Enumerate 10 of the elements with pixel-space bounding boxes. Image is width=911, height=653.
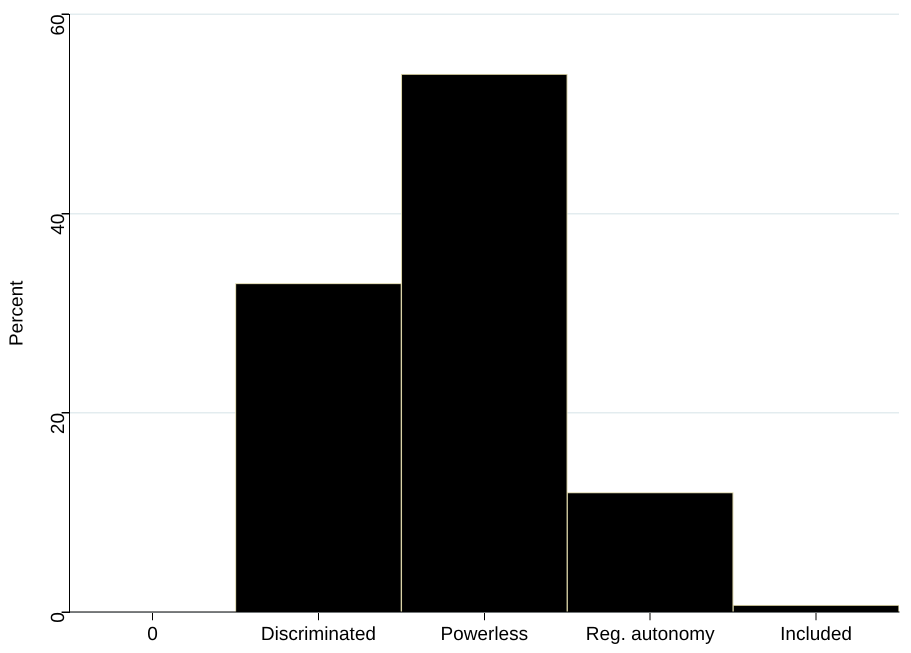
y-tick-label: 20 (48, 412, 69, 434)
x-tick-label: Powerless (440, 624, 528, 645)
x-tick-label: Reg. autonomy (586, 624, 716, 645)
y-tick-label: 0 (48, 612, 69, 623)
y-tick-label: 60 (48, 14, 69, 36)
x-tick-label: Discriminated (260, 624, 376, 645)
x-tick-label: Included (780, 624, 852, 645)
x-tick-label: 0 (147, 624, 158, 645)
y-tick-label: 40 (48, 214, 69, 235)
y-axis-title: Percent (6, 280, 28, 346)
